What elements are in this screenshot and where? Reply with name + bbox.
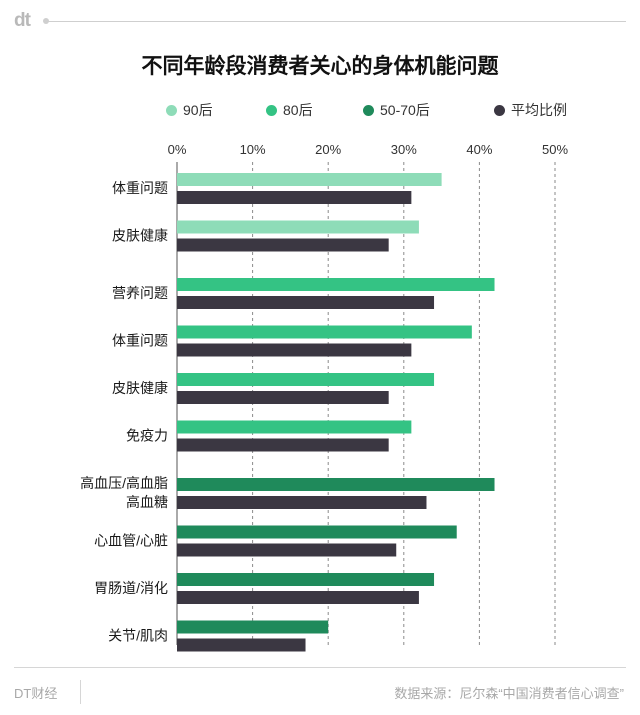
legend-label-average: 平均比例	[511, 102, 567, 118]
header-rule	[48, 21, 626, 22]
bar-chart: 0% 10% 20% 30% 40% 50%体重问题皮肤健康营养问题体重问题皮肤健康免疫力…	[80, 142, 568, 652]
x-tick-label: 30%	[391, 142, 417, 157]
bar-average	[177, 438, 389, 452]
bar-1	[177, 325, 472, 339]
legend-item-average: 平均比例	[494, 100, 567, 120]
footer-source: 数据来源：尼尔森“中国消费者信心调查”	[394, 686, 624, 701]
footer-separator	[80, 680, 81, 704]
bar-average	[177, 296, 435, 309]
category-label: 皮肤健康	[112, 228, 168, 244]
dt-logo: dt	[14, 10, 31, 31]
header-dot	[43, 18, 49, 24]
legend-item-50-70s: 50-70后	[363, 100, 430, 120]
bar-average	[177, 191, 412, 204]
category-label: 高血压/高血脂	[80, 475, 168, 491]
legend-item-90s: 90后	[166, 100, 213, 120]
bar-1	[177, 278, 495, 291]
legend-swatch-50-70s	[363, 104, 374, 116]
legend-swatch-average	[494, 104, 505, 116]
x-tick-label: 40%	[466, 142, 492, 157]
bar-1	[177, 373, 435, 386]
bar-average	[177, 543, 397, 557]
category-label: 免疫力	[126, 428, 168, 444]
bar-average	[177, 391, 389, 404]
category-label: 皮肤健康	[112, 380, 168, 396]
bar-2	[177, 573, 435, 586]
bar-average	[177, 591, 419, 604]
category-label: 体重问题	[112, 180, 168, 196]
chart-legend: 90后 80后 50-70后 平均比例	[0, 100, 640, 120]
category-label: 体重问题	[112, 333, 168, 349]
legend-swatch-90s	[166, 104, 177, 116]
legend-swatch-80s	[266, 104, 277, 116]
x-tick-label: 10%	[240, 142, 266, 157]
bar-2	[177, 525, 457, 539]
bar-average	[177, 638, 306, 652]
bar-2	[177, 478, 495, 491]
legend-item-80s: 80后	[266, 100, 313, 120]
chart-title: 不同年龄段消费者关心的身体机能问题	[141, 55, 499, 78]
category-label: 营养问题	[112, 285, 168, 301]
legend-label-50-70s: 50-70后	[380, 102, 430, 118]
category-label: 胃肠道/消化	[94, 580, 168, 596]
x-tick-label: 50%	[542, 142, 568, 157]
footer-brand: DT财经	[14, 686, 58, 701]
bar-0	[177, 220, 419, 234]
x-tick-label: 20%	[315, 142, 341, 157]
category-label: 心血管/心脏	[94, 533, 168, 549]
category-label: 高血糖	[126, 494, 168, 510]
footer-rule	[14, 667, 626, 668]
bar-average	[177, 343, 412, 357]
bar-1	[177, 420, 412, 434]
legend-label-80s: 80后	[283, 102, 313, 118]
category-label: 关节/肌肉	[108, 628, 168, 644]
x-tick-label: 0%	[168, 142, 187, 157]
bar-0	[177, 173, 442, 186]
legend-label-90s: 90后	[183, 102, 213, 118]
bar-2	[177, 620, 329, 634]
bar-average	[177, 238, 389, 252]
bar-average	[177, 496, 427, 509]
